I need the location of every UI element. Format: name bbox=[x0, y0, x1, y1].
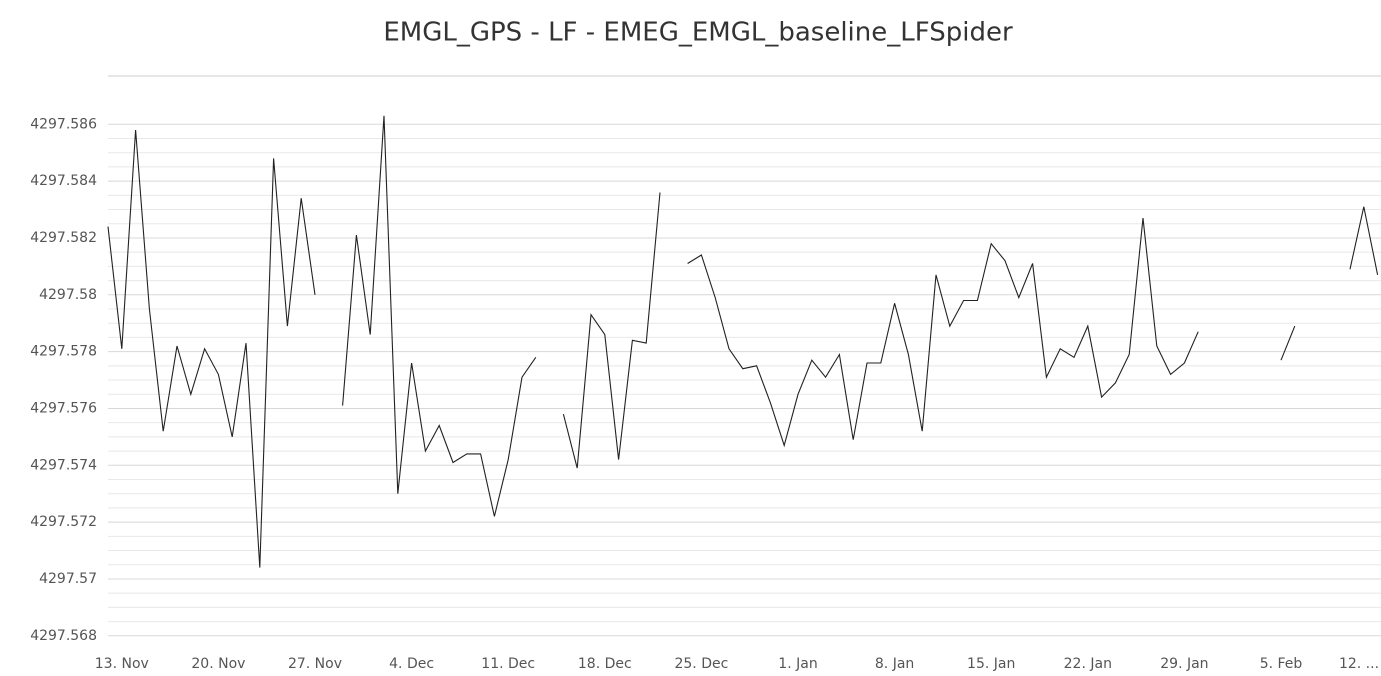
x-tick-label: 15. Jan bbox=[967, 656, 1015, 672]
chart-title: EMGL_GPS - LF - EMEG_EMGL_baseline_LFSpi… bbox=[383, 18, 1013, 48]
y-tick-label: 4297.57 bbox=[39, 571, 97, 587]
x-tick-label: 13. Nov bbox=[95, 656, 149, 672]
x-tick-label: 20. Nov bbox=[191, 656, 245, 672]
x-tick-label: 18. Dec bbox=[578, 656, 632, 672]
y-tick-label: 4297.584 bbox=[30, 173, 97, 189]
line bbox=[107, 115, 1379, 568]
y-tick-label: 4297.572 bbox=[30, 514, 97, 530]
y-tick-label: 4297.582 bbox=[30, 230, 97, 246]
x-tick-label: 1. Jan bbox=[778, 656, 817, 672]
x-tick-label: 8. Jan bbox=[875, 656, 914, 672]
x-tick-label: 12. ... bbox=[1339, 656, 1379, 672]
y-tick-label: 4297.578 bbox=[30, 344, 97, 360]
x-tick-label: 27. Nov bbox=[288, 656, 342, 672]
y-tick-label: 4297.58 bbox=[39, 287, 97, 303]
y-tick-label: 4297.574 bbox=[30, 457, 97, 473]
y-tick-label: 4297.576 bbox=[30, 400, 97, 416]
x-tick-label: 25. Dec bbox=[674, 656, 728, 672]
y-tick-label: 4297.586 bbox=[30, 116, 97, 132]
y-tick-label: 4297.568 bbox=[30, 628, 97, 644]
x-tick-label: 4. Dec bbox=[389, 656, 434, 672]
x-tick-label: 5. Feb bbox=[1260, 656, 1303, 672]
x-tick-label: 11. Dec bbox=[481, 656, 535, 672]
x-tick-label: 22. Jan bbox=[1064, 656, 1112, 672]
x-tick-label: 29. Jan bbox=[1160, 656, 1208, 672]
